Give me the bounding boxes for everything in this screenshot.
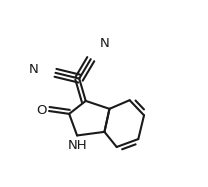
Text: O: O: [36, 105, 46, 117]
Text: N: N: [99, 37, 109, 50]
Text: NH: NH: [68, 139, 88, 152]
Text: N: N: [28, 63, 38, 76]
